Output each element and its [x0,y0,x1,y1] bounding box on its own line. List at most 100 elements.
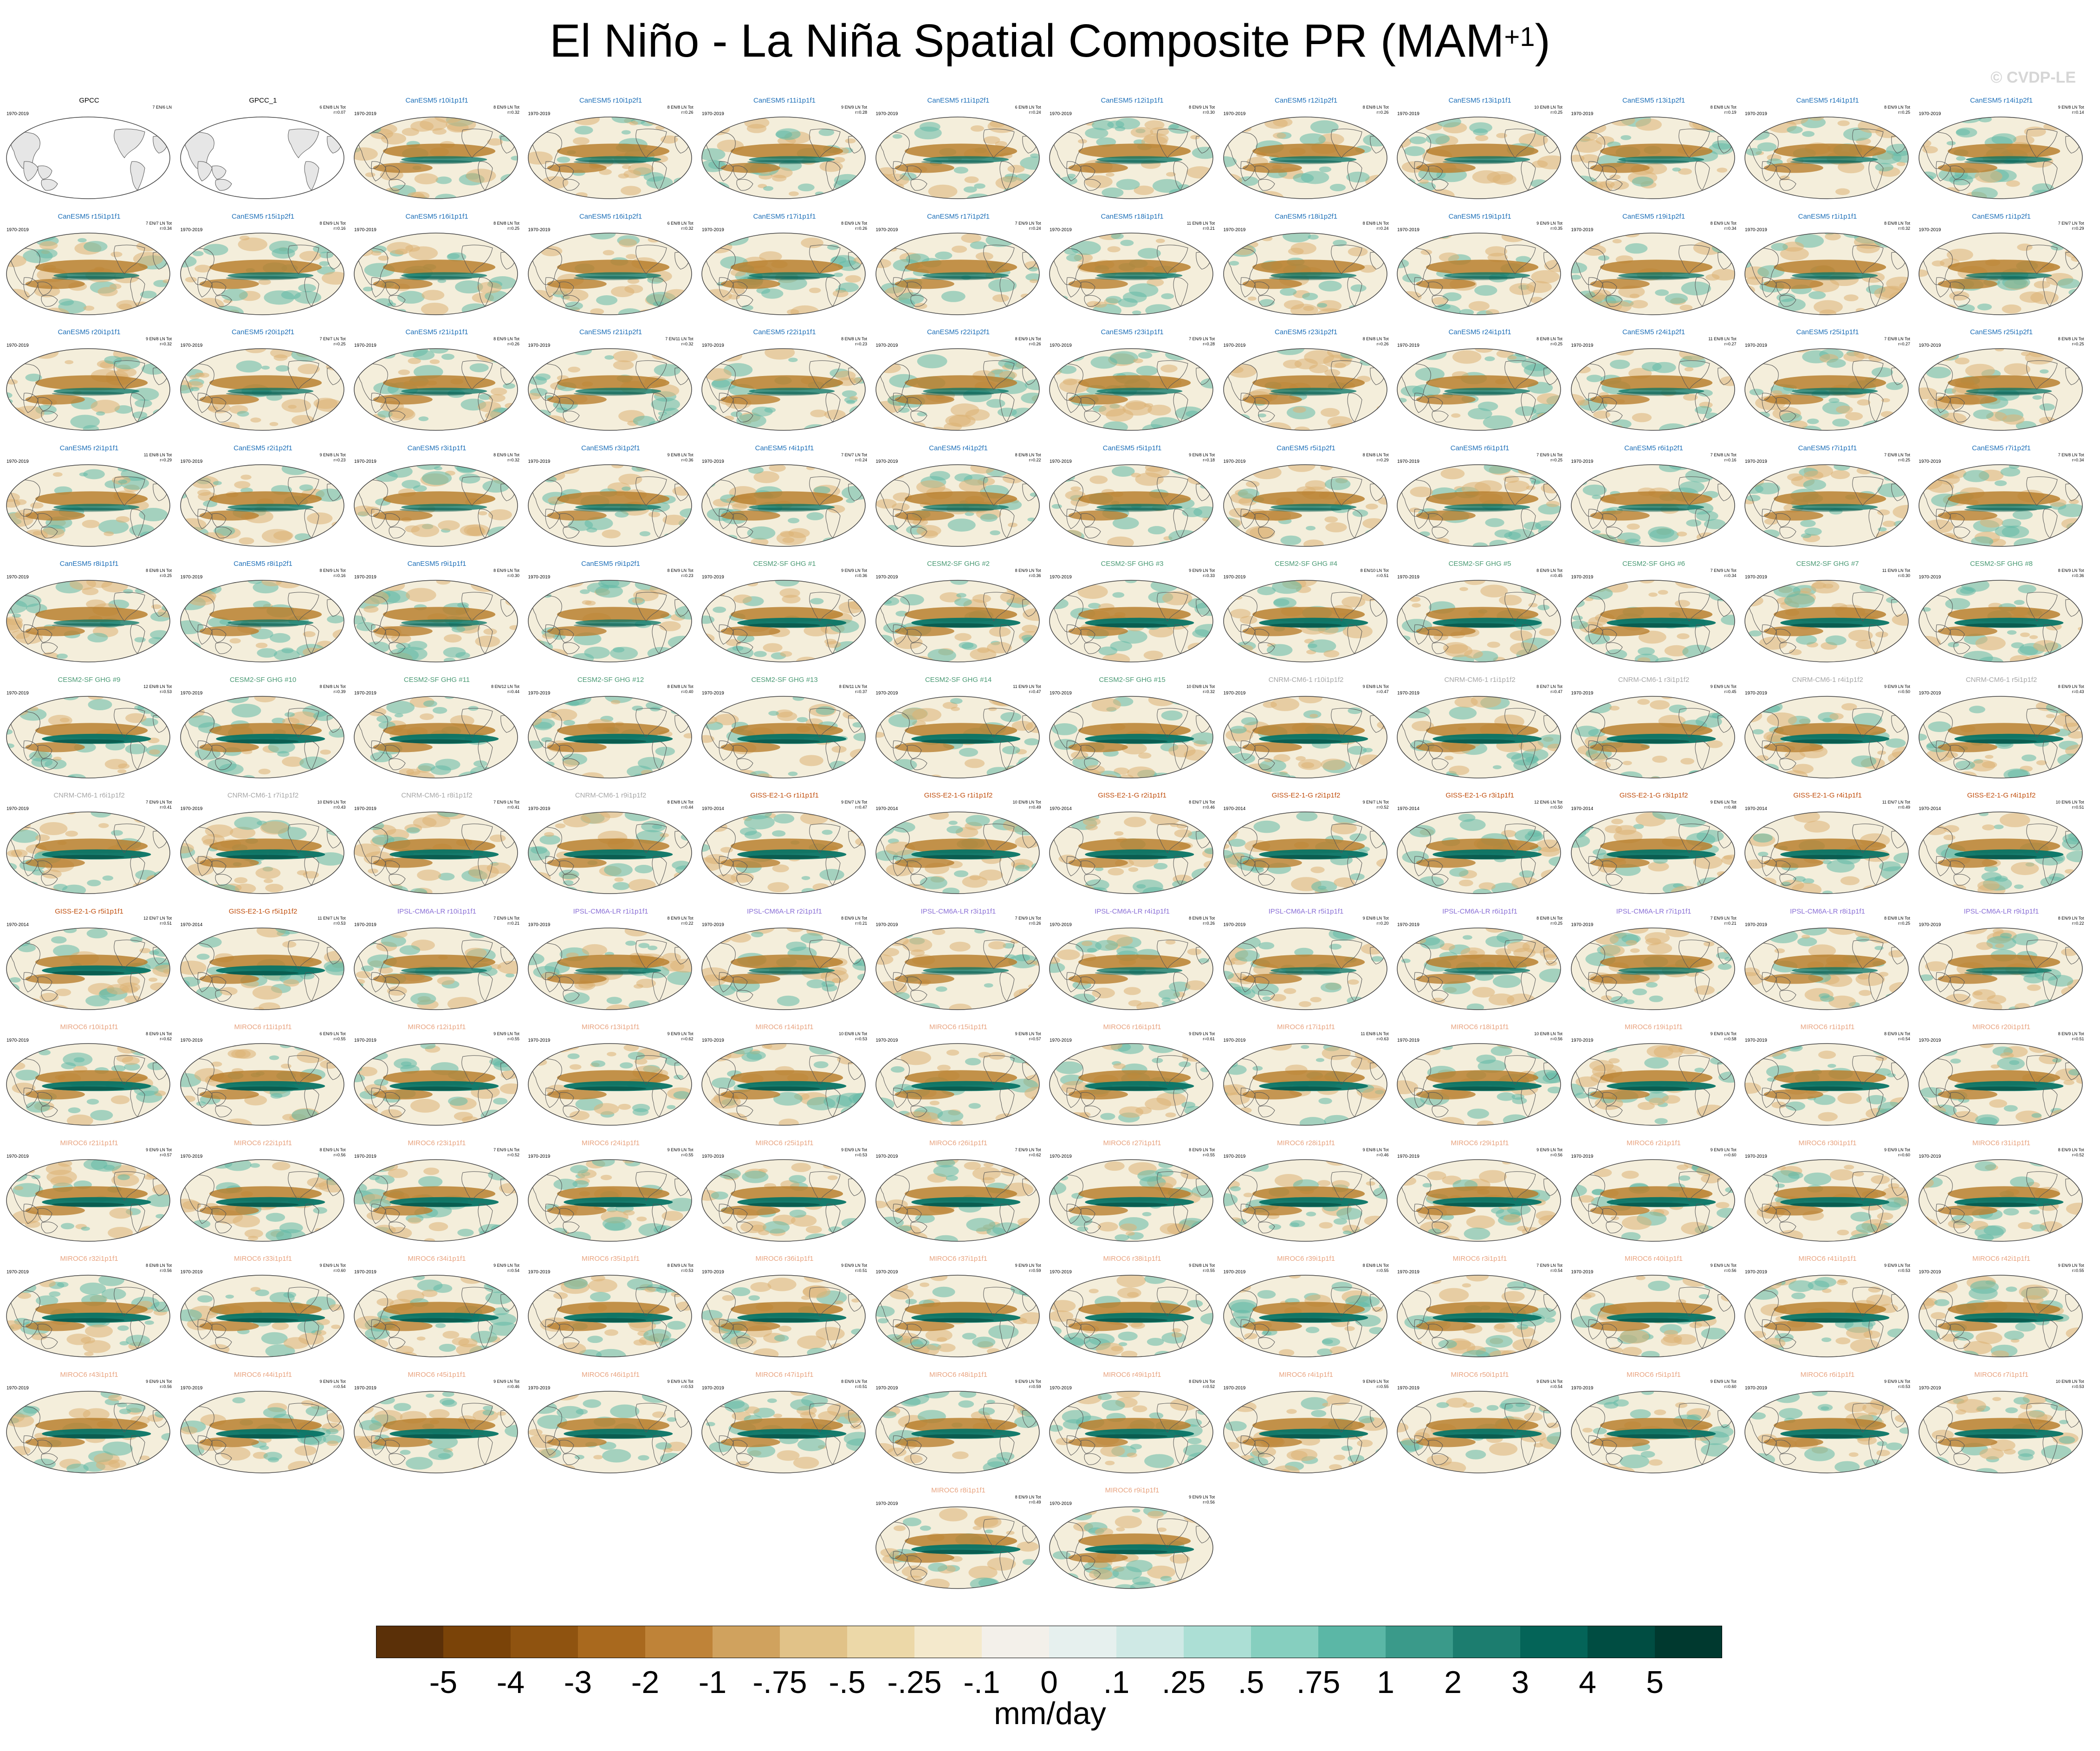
dry-anomaly-band [1590,626,1650,636]
anomaly-blob [1808,291,1826,299]
anomaly-blob [258,768,271,774]
anomaly-blob [875,117,888,130]
continent-outline [1254,165,1270,180]
anomaly-blob [2051,648,2080,662]
anomaly-blob [1973,409,1994,419]
anomaly-blob [844,876,865,886]
anomaly-blob [567,366,580,373]
continent-outline [1950,281,1965,296]
dry-anomaly-band [1068,742,1128,752]
anomaly-blob [2060,117,2080,124]
continent-outline [1776,281,1791,296]
dry-anomaly-band [199,973,259,984]
panel-years: 1970-2019 [6,227,29,233]
anomaly-blob [2020,632,2030,637]
anomaly-blob [1652,755,1667,763]
anomaly-blob [2047,812,2070,817]
anomaly-blob [832,157,845,163]
anomaly-blob [1758,851,1769,857]
continent-outline [211,397,227,411]
map-panel: CESM2-SF GHG #2 1970-2019 8 EN/9 LN Tot r=… [875,560,1042,676]
map-border [527,117,692,199]
map-border [1570,232,1735,315]
anomaly-blob [538,415,565,428]
anomaly-blob [1133,358,1143,363]
anomaly-blob [777,711,797,721]
anomaly-blob [1229,193,1254,199]
dry-anomaly-band [1938,394,1997,405]
anomaly-blob [1945,752,1958,758]
anomaly-blob [850,117,865,128]
panel-stats: 8 EN/9 LN Tot r=0.26 [1015,337,1041,346]
dry-anomaly-band [373,162,433,173]
wet-anomaly-core [226,391,298,396]
anomaly-blob [893,580,908,584]
anomaly-blob [1310,866,1325,873]
anomaly-blob [408,641,428,650]
map-panel: CNRM-CM6-1 r4i1p1f2 1970-2019 9 EN/9 LN To… [1744,676,1911,792]
anomaly-blob [2057,278,2080,289]
continent-outline [10,132,40,169]
anomaly-blob [1350,190,1368,199]
panel-stats: 9 EN/9 LN Tot r=0.33 [1189,568,1215,578]
continent-outline [114,129,145,158]
panel-years: 1970-2019 [528,111,551,117]
anomaly-blob [702,119,715,126]
panel-stats: 8 EN/8 LN Tot r=0.25 [1536,337,1562,346]
anomaly-blob [180,654,202,662]
anomaly-blob [823,696,837,700]
anomaly-blob [1530,584,1555,596]
anomaly-blob [1431,297,1448,305]
anomaly-blob [590,308,604,315]
anomaly-blob [1728,707,1735,712]
anomaly-blob [606,996,622,1004]
anomaly-blob [13,243,24,249]
continent-outline [461,129,493,158]
map-projection [1223,348,1387,431]
anomaly-blob [1540,298,1561,313]
dry-anomaly-band [199,626,259,636]
panel-title: CNRM-CM6-1 r7i1p1f2 [227,791,299,799]
dry-anomaly-band [1590,857,1650,868]
anomaly-blob [618,473,642,485]
anomaly-blob [612,882,630,890]
anomaly-blob [636,978,656,988]
anomaly-blob [1273,598,1290,606]
map-panel: CanESM5 r11i1p2f1 1970-2019 6 EN/8 LN Tot … [875,97,1042,213]
anomaly-blob [1711,268,1735,280]
dry-anomaly-band [1416,279,1476,289]
anomaly-blob [1938,412,1967,426]
anomaly-blob [875,771,888,778]
map-panel: CNRM-CM6-1 r1i1p1f2 1970-2019 8 EN/7 LN To… [1396,676,1563,792]
map-panel: CESM2-SF GHG #10 1970-2019 8 EN/8 LN Tot r… [180,676,347,792]
anomaly-blob [1050,296,1064,310]
panel-title: CESM2-SF GHG #7 [1796,560,1859,568]
anomaly-blob [954,633,972,641]
continent-outline [545,277,560,298]
anomaly-blob [1492,765,1502,769]
anomaly-blob [843,697,857,705]
anomaly-blob [420,713,434,720]
wet-anomaly-core [1790,623,1863,628]
anomaly-blob [6,241,19,251]
anomaly-blob [663,812,688,819]
anomaly-blob [1620,135,1631,140]
anomaly-blob [181,878,210,892]
anomaly-blob [1879,861,1901,872]
continent-outline [41,410,58,422]
anomaly-blob [1114,831,1124,836]
map-panel: CESM2-SF GHG #11 1970-2019 8 EN/12 LN Tot … [353,676,520,792]
anomaly-blob [564,301,583,310]
panel-title: CanESM5 r1i1p2f1 [1972,212,2031,220]
anomaly-blob [283,979,299,986]
anomaly-blob [125,743,148,754]
anomaly-blob [180,349,188,353]
continent-outline [983,244,1015,274]
anomaly-blob [1919,269,1928,277]
anomaly-blob [313,397,337,409]
anomaly-blob [954,598,972,606]
anomaly-blob [87,880,101,887]
anomaly-blob [1537,654,1561,662]
anomaly-blob [1756,812,1781,818]
anomaly-blob [1508,529,1535,541]
